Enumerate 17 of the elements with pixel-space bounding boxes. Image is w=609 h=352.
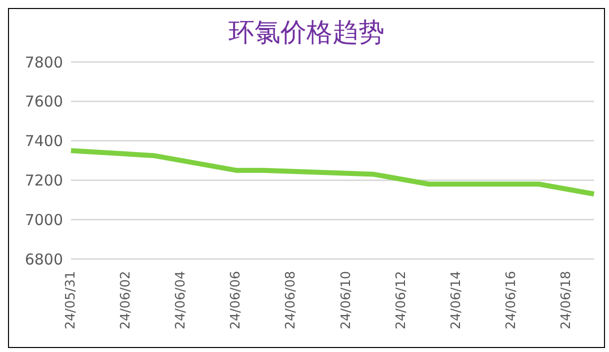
x-tick-label: 24/06/02	[118, 271, 134, 330]
x-tick-label: 24/06/06	[228, 271, 244, 330]
y-tick-label: 7600	[24, 92, 63, 111]
x-tick-label: 24/06/12	[394, 271, 409, 330]
x-tick-label: 24/06/10	[338, 271, 354, 330]
y-tick-label: 7800	[24, 53, 63, 72]
y-tick-label: 7400	[24, 132, 63, 150]
x-tick-label: 24/06/04	[174, 271, 189, 330]
y-tick-label: 7200	[24, 172, 63, 190]
x-tick-label: 24/06/18	[558, 271, 574, 330]
x-tick-label: 24/06/16	[504, 271, 519, 330]
x-tick-label: 24/06/14	[448, 271, 464, 330]
y-tick-label: 6800	[24, 250, 63, 268]
x-tick-label: 24/06/08	[284, 271, 299, 330]
chart-title: 环氯价格趋势	[228, 17, 386, 50]
x-tick-label: 24/05/31	[64, 271, 78, 330]
y-tick-label: 7000	[24, 210, 63, 229]
